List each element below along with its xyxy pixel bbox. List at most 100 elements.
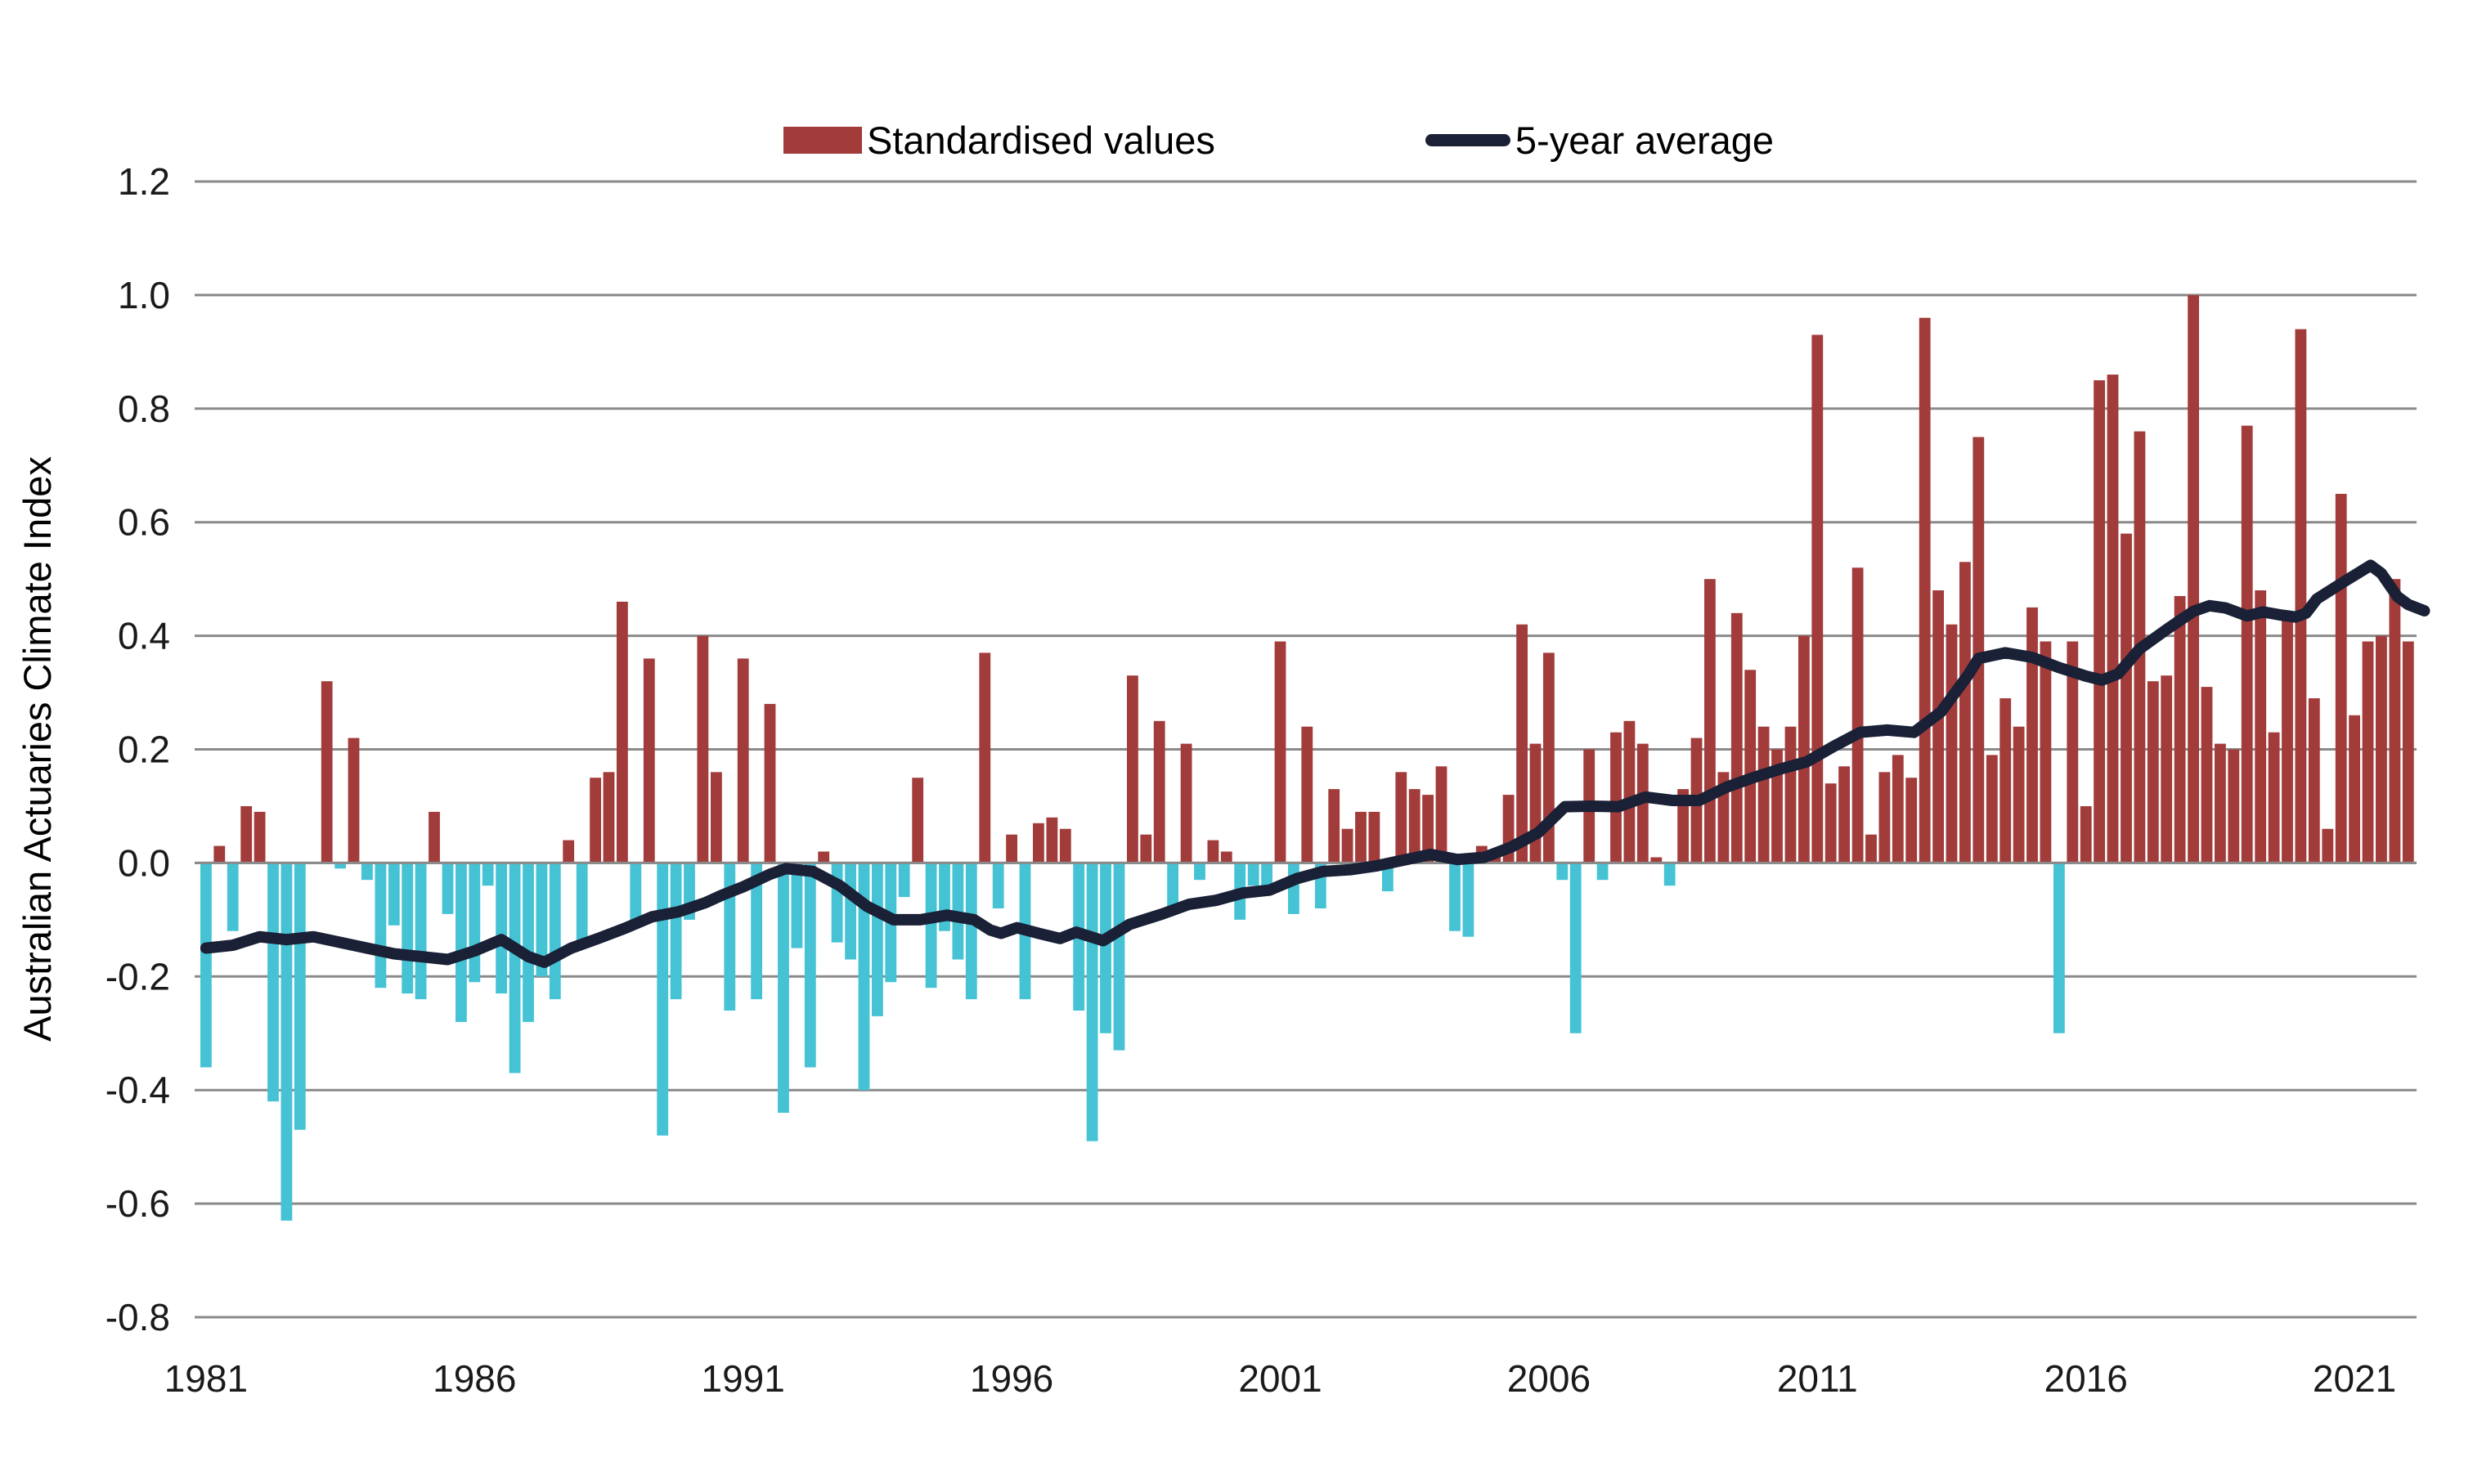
bar (348, 738, 360, 863)
bar (845, 863, 856, 960)
bar (2013, 726, 2025, 863)
bar (804, 863, 816, 1068)
bar (858, 863, 870, 1091)
bar (1301, 726, 1313, 863)
bar (496, 863, 507, 994)
bar (1999, 698, 2012, 863)
bar (1569, 863, 1582, 1033)
bar (2094, 380, 2105, 863)
bar (657, 863, 669, 1136)
y-tick-label: -0.6 (105, 1182, 170, 1225)
bar (724, 863, 736, 1011)
y-tick-label: 0.2 (118, 729, 170, 771)
bar (281, 863, 293, 1221)
bar (670, 863, 682, 1000)
bar (1449, 863, 1461, 931)
five-year-average-polyline (200, 559, 2430, 968)
bar (912, 778, 924, 863)
bar (1355, 811, 1367, 863)
bar (697, 635, 709, 863)
y-tick-label: -0.4 (105, 1069, 170, 1111)
x-tick-label: 2006 (1507, 1357, 1591, 1400)
legend-label-five-year-average: 5-year average (1515, 119, 1775, 162)
bar (2026, 607, 2038, 863)
bar (227, 863, 239, 931)
x-tick-label: 2011 (1777, 1357, 1858, 1400)
bar (1610, 732, 1622, 863)
standardised-values-bars (200, 294, 2414, 1221)
five-year-average-line (200, 559, 2430, 968)
bar (1905, 778, 1918, 863)
bar (1986, 755, 1998, 863)
y-tick-label: 0.0 (118, 841, 170, 884)
y-tick-label: -0.2 (105, 955, 170, 998)
y-tick-label: 0.8 (118, 388, 170, 430)
bar (429, 811, 440, 863)
bar (1274, 641, 1286, 863)
bar (778, 863, 789, 1113)
five-year-average-line-icon (1425, 134, 1510, 146)
bar (751, 863, 762, 1000)
bar (1006, 834, 1017, 863)
x-axis-tick-labels: 1981 1986 1991 1996 2001 2006 2011 2016 2021 (164, 1357, 2397, 1400)
bar (764, 703, 776, 863)
bar (2161, 675, 2173, 863)
bar (2121, 533, 2132, 863)
bar (1180, 743, 1192, 863)
bar (1973, 437, 1985, 863)
x-tick-label: 2021 (2313, 1357, 2396, 1400)
bar (267, 863, 279, 1102)
legend: Standardised values 5-year average (783, 118, 1774, 163)
bar (1730, 612, 1743, 863)
bar (1395, 772, 1407, 863)
bar (549, 863, 561, 1000)
bar (240, 806, 253, 863)
bar (992, 863, 1004, 908)
bar (213, 845, 226, 863)
bar (2389, 579, 2401, 863)
y-tick-label: 1.0 (118, 274, 170, 316)
bar (898, 863, 910, 898)
bar (1529, 743, 1542, 863)
bar (2174, 596, 2186, 863)
bar (2335, 494, 2347, 863)
bar (1932, 590, 1944, 863)
bar (2362, 641, 2374, 863)
bar (1033, 823, 1044, 863)
standardised-values-swatch-icon (783, 127, 862, 154)
bar (617, 601, 628, 863)
y-tick-label: 1.2 (118, 160, 170, 203)
bar (1757, 726, 1770, 863)
bar (1919, 317, 1931, 863)
bar (2188, 294, 2199, 863)
bar (1663, 863, 1676, 886)
bar (1100, 863, 1111, 1033)
bar (321, 681, 333, 863)
bar (1516, 624, 1528, 863)
bar (791, 863, 803, 948)
bar (1113, 863, 1125, 1051)
bar (1220, 851, 1232, 863)
y-axis-title: Australian Actuaries Climate Index (16, 456, 59, 1042)
x-tick-label: 1986 (433, 1357, 516, 1400)
bar (1462, 863, 1474, 937)
bar (576, 863, 588, 948)
bar (469, 863, 481, 983)
bar (482, 863, 494, 886)
bar (200, 863, 212, 1068)
bar (818, 851, 830, 863)
bar (1704, 579, 1716, 863)
bar (2215, 743, 2226, 863)
bar (2053, 863, 2065, 1033)
bar (737, 658, 749, 863)
bar (1556, 863, 1569, 881)
bar (1140, 834, 1152, 863)
bar (831, 863, 843, 943)
bar (1194, 863, 1205, 881)
bar (442, 863, 454, 914)
bar (965, 863, 977, 1000)
bar (2067, 641, 2079, 863)
bar (872, 863, 883, 1016)
bar (1959, 562, 1971, 863)
